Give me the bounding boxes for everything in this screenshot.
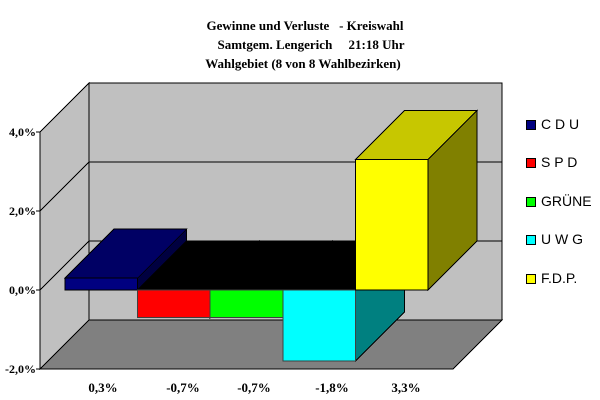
legend-swatch-cdu xyxy=(526,120,536,130)
legend-swatch-spd xyxy=(526,158,536,168)
gridline-side xyxy=(39,240,90,291)
y-tick-label: 2,0% xyxy=(9,204,36,218)
gridline-side xyxy=(39,319,90,370)
bar-0-front xyxy=(64,277,139,291)
x-value-label-spd: -0,7% xyxy=(166,380,200,395)
y-tick-label: 4,0% xyxy=(9,125,36,139)
side-wall xyxy=(39,81,90,371)
title-line-1: Gewinne und Verluste - Kreiswahl xyxy=(206,18,404,33)
chart-title: Gewinne und Verluste - Kreiswahl Samtgem… xyxy=(0,16,600,73)
legend-swatch-uwg xyxy=(526,235,536,245)
legend-label: F.D.P. xyxy=(541,270,578,286)
x-value-label-uwg: -1,8% xyxy=(315,380,349,395)
chart-floor xyxy=(38,319,504,370)
legend-label: C D U xyxy=(541,116,580,132)
title-line-2: Samtgem. Lengerich 21:18 Uhr xyxy=(217,37,405,52)
x-value-label-gruene: -0,7% xyxy=(237,380,271,395)
x-value-label-cdu: 0,3% xyxy=(88,380,118,395)
legend-swatch-gruene xyxy=(526,197,536,207)
gridline-side xyxy=(39,82,90,133)
bar-3-front xyxy=(282,289,356,362)
bar-1-front xyxy=(137,289,211,319)
legend-label: GRÜNE xyxy=(541,193,592,209)
gridline-side xyxy=(39,161,90,212)
bar-2-front xyxy=(209,289,284,319)
bar-4-front xyxy=(354,159,429,291)
title-line-3: Wahlgebiet (8 von 8 Wahlbezirken) xyxy=(205,56,401,71)
x-value-label-fdp: 3,3% xyxy=(391,380,421,395)
y-tick-label: 0,0% xyxy=(9,283,36,297)
legend-label: S P D xyxy=(541,154,578,170)
y-tick-label: -2,0% xyxy=(5,362,36,376)
legend-label: U W G xyxy=(541,231,583,247)
legend-swatch-fdp xyxy=(526,274,536,284)
